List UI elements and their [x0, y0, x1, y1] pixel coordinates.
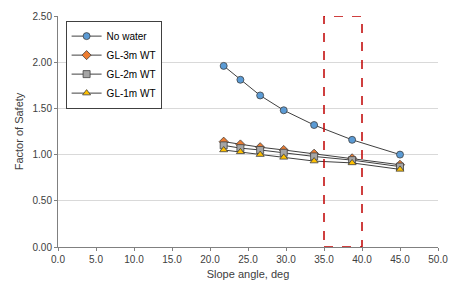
svg-text:0.00: 0.00: [33, 242, 53, 253]
svg-text:0.50: 0.50: [33, 195, 53, 206]
svg-text:Factor of Safety: Factor of Safety: [13, 92, 25, 170]
svg-text:No water: No water: [107, 31, 148, 42]
svg-text:30.0: 30.0: [276, 254, 296, 265]
svg-text:50.0: 50.0: [428, 254, 448, 265]
svg-text:35.0: 35.0: [314, 254, 334, 265]
svg-text:45.0: 45.0: [390, 254, 410, 265]
svg-text:20.0: 20.0: [200, 254, 220, 265]
svg-text:1.00: 1.00: [33, 149, 53, 160]
svg-text:2.50: 2.50: [33, 11, 53, 22]
svg-text:Slope angle, deg: Slope angle, deg: [207, 268, 290, 280]
svg-text:10.0: 10.0: [124, 254, 144, 265]
svg-text:25.0: 25.0: [238, 254, 258, 265]
svg-text:GL-3m WT: GL-3m WT: [107, 50, 156, 61]
svg-text:GL-2m WT: GL-2m WT: [107, 69, 156, 80]
svg-text:15.0: 15.0: [162, 254, 182, 265]
svg-text:1.50: 1.50: [33, 103, 53, 114]
svg-text:0.0: 0.0: [51, 254, 65, 265]
svg-text:GL-1m WT: GL-1m WT: [107, 88, 156, 99]
svg-text:2.00: 2.00: [33, 57, 53, 68]
svg-text:5.0: 5.0: [89, 254, 103, 265]
svg-text:40.0: 40.0: [352, 254, 372, 265]
